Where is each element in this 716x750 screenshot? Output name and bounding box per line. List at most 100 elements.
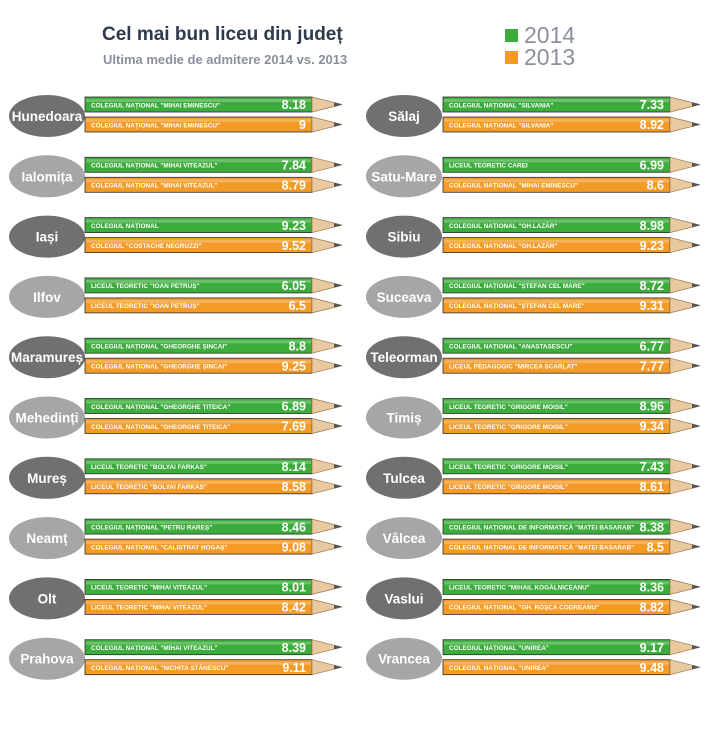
pencil-highlight-2013-c1r8	[444, 601, 669, 605]
pencil-lead-2014-c0r7	[334, 524, 342, 529]
pencil-lead-2013-c0r0	[334, 122, 342, 127]
pencil-tip-2013-c1r1	[669, 176, 701, 193]
pencil-lead-2014-c0r3	[334, 283, 342, 288]
pencil-highlight-2013-c0r9	[86, 661, 311, 665]
pencil-2013-c1r6: LICEUL TEORETIC "GRIGORE MOISIL" 8.61	[442, 478, 701, 495]
school-label: LICEUL TEORETIC "MIHAI VITEAZUL"	[91, 605, 207, 612]
county-oval	[366, 215, 442, 258]
school-label: LICEUL TEORETIC "GRIGORE MOISIL"	[449, 464, 568, 471]
county-label: Hunedoara	[12, 109, 83, 124]
value-label: 6.5	[289, 299, 306, 313]
pencil-2014-c0r8: LICEUL TEORETIC "MIHAI VITEAZUL" 8.01	[84, 578, 343, 595]
county-oval	[9, 577, 85, 620]
pencil-highlight-2014-c0r6	[86, 460, 311, 464]
county-oval	[366, 637, 442, 680]
pencil-lead-2013-c0r2	[334, 242, 342, 248]
pencil-highlight-2014-c1r9	[444, 641, 669, 645]
school-label: LICEUL PEDAGOGIC "MIRCEA SCARLAT"	[449, 364, 577, 371]
value-label: 8.96	[640, 400, 664, 414]
county-label: Ilfov	[33, 290, 61, 305]
pencil-2014-c0r5: COLEGIUL NAȚIONAL "GHEORGHE ȚIȚEICA" 6.89	[84, 398, 343, 414]
value-label: 8.18	[282, 98, 306, 112]
pencil-highlight-2013-c1r3	[444, 299, 669, 303]
pencil-2013-c0r5: COLEGIUL NAȚIONAL "GHEORGHE ȚIȚEICA" 7.69	[84, 418, 343, 434]
pencil-2014-c0r2: COLEGIUL NAȚIONAL 9.23	[84, 217, 343, 234]
pencil-tip-2013-c0r8	[311, 598, 343, 615]
pencil-lead-2013-c1r6	[692, 484, 700, 489]
pencil-2014-c1r4: COLEGIUL NAȚIONAL "ANASTASESCU" 6.77	[442, 337, 701, 354]
value-label: 8.46	[282, 520, 306, 534]
county-oval	[9, 637, 85, 680]
county-label: Maramureș	[11, 350, 83, 365]
pencil-lead-2013-c0r4	[334, 363, 342, 368]
county-label: Satu-Mare	[371, 169, 437, 184]
pencil-lead-2013-c0r5	[334, 423, 342, 429]
county-oval	[9, 215, 85, 258]
pencil-2013-c0r3: LICEUL TEORETIC "IOAN PETRUȘ" 6.5	[84, 297, 343, 314]
pencil-highlight-2013-c0r7	[86, 541, 311, 545]
pencil-lead-2013-c0r7	[334, 544, 342, 549]
school-label: COLEGIUL NAȚIONAL "UNIREA"	[449, 665, 549, 672]
value-label: 9.23	[282, 219, 306, 233]
value-label: 6.05	[282, 279, 306, 293]
pencil-2014-c0r1: COLEGIUL NAȚIONAL "MIHAI VITEAZUL" 7.84	[84, 156, 343, 173]
pencil-2013-c1r5: LICEUL TEORETIC "GRIGORE MOISIL" 9.34	[442, 418, 701, 434]
pencil-tip-2013-c0r0	[311, 116, 343, 133]
county-oval	[366, 336, 442, 379]
pencil-lead-2014-c1r7	[692, 524, 700, 529]
school-label: LICEUL TEORETIC "BOLYAI FARKAS"	[91, 464, 207, 471]
chart-title: Cel mai bun liceu din județ	[102, 24, 343, 45]
pencil-2013-c1r0: COLEGIUL NAȚIONAL "SILVANIA" 8.92	[442, 116, 701, 133]
pencil-2013-c1r1: COLEGIUL NAȚIONAL "MIHAI EMINESCU" 8.6	[442, 176, 701, 193]
county-oval	[366, 456, 442, 499]
pencil-highlight-2013-c0r8	[86, 601, 311, 605]
school-label: COLEGIUL NAȚIONAL DE INFORMATICĂ "MATEI …	[449, 522, 634, 531]
county-label: Suceava	[377, 290, 432, 305]
value-label: 8.14	[282, 460, 306, 474]
pencil-highlight-2013-c1r6	[444, 480, 669, 484]
pencil-highlight-2013-c0r4	[86, 360, 311, 364]
county-label: Sibiu	[388, 230, 421, 245]
pencil-2014-c1r8: LICEUL TEORETIC "MIHAIL KOGĂLNICEANU" 8.3…	[442, 578, 701, 595]
pencil-tip-2013-c1r2	[669, 237, 701, 254]
school-label: COLEGIUL NAȚIONAL "CALISTRAT HOGAȘ"	[91, 544, 227, 551]
county-label: Prahova	[20, 652, 74, 667]
pencil-tip-2013-c0r7	[311, 538, 343, 555]
pencil-tip-2014-c1r8	[669, 578, 701, 595]
school-label: COLEGIUL NAȚIONAL "GH.LAZĂR"	[449, 221, 557, 230]
pencil-highlight-2014-c0r8	[86, 581, 311, 585]
pencil-highlight-2013-c1r7	[444, 541, 669, 545]
value-label: 8.58	[282, 480, 306, 494]
school-label: LICEUL TEORETIC CAREI	[449, 163, 528, 170]
pencil-tip-2013-c1r9	[669, 659, 701, 676]
pencil-tip-2014-c1r5	[669, 398, 701, 414]
pencil-tip-2013-c1r6	[669, 478, 701, 495]
pencil-2014-c0r9: COLEGIUL NAȚIONAL "MIHAI VITEAZUL" 8.39	[84, 639, 343, 656]
pencil-lead-2013-c0r9	[334, 665, 342, 670]
school-label: COLEGIUL NAȚIONAL "PETRU RAREȘ"	[91, 524, 212, 531]
pencil-highlight-2013-c0r0	[86, 119, 311, 122]
pencil-highlight-2014-c1r7	[444, 521, 669, 525]
pencil-2013-c1r9: COLEGIUL NAȚIONAL "UNIREA" 9.48	[442, 659, 701, 676]
county-oval	[366, 517, 442, 560]
pencil-2013-c0r4: COLEGIUL NAȚIONAL "GHEORGHE ȘINCAI" 9.25	[84, 357, 343, 374]
pencil-lead-2014-c1r8	[692, 584, 700, 590]
pencil-highlight-2014-c0r0	[86, 99, 311, 102]
value-label: 9.08	[282, 540, 306, 554]
value-label: 7.43	[640, 460, 664, 474]
pencil-tip-2013-c0r6	[311, 478, 343, 495]
pencil-tip-2013-c0r4	[311, 357, 343, 374]
pencil-2013-c1r7: COLEGIUL NAȚIONAL DE INFORMATICĂ "MATEI …	[442, 538, 701, 555]
legend-item-2013: 2013	[505, 46, 575, 69]
school-label: COLEGIUL NAȚIONAL "SILVANIA"	[449, 102, 553, 109]
pencil-tip-2013-c1r3	[669, 297, 701, 314]
pencil-highlight-2013-c1r2	[444, 239, 669, 243]
pencil-tip-2014-c0r1	[311, 156, 343, 173]
county-label: Teleorman	[370, 350, 437, 365]
school-label: LICEUL TEORETIC "IOAN PETRUȘ"	[91, 283, 200, 290]
value-label: 8.38	[640, 520, 664, 534]
pencil-highlight-2014-c0r4	[86, 340, 311, 344]
pencil-highlight-2014-c1r5	[444, 400, 669, 404]
pencil-highlight-2014-c1r8	[444, 581, 669, 585]
county-label: Timiș	[386, 411, 421, 426]
